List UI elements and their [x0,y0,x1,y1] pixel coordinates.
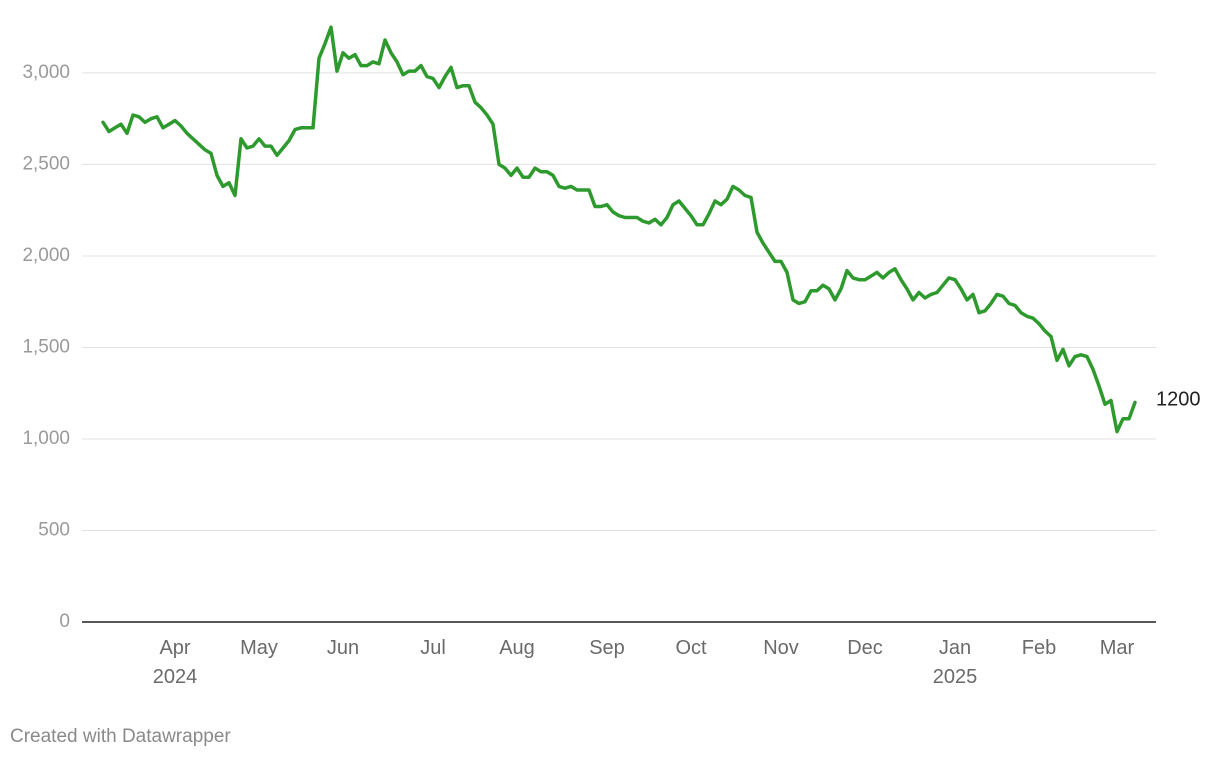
footer: Created with Datawrapper [10,726,231,747]
x-tick-label: Jun [327,637,359,659]
y-tick-label: 500 [38,520,70,541]
x-tick-label: May [240,637,278,659]
y-tick-label: 1,500 [22,336,70,357]
value-label: 1200 [1156,389,1201,411]
x-tick-label: Oct [675,637,707,659]
line [101,25,1137,434]
y-tick-label: 0 [59,611,70,632]
x-tick-label: Mar [1100,637,1135,659]
x-tick-label: Nov [763,637,799,659]
x-tick-label: Jan 2025 [933,637,978,688]
x-tick-label: Apr 2024 [153,637,198,688]
y-tick-label: 1,000 [22,428,70,449]
x-tick-label: Feb [1022,637,1056,659]
x-tick-label: Jul [420,637,446,659]
y-tick-label: 3,000 [22,62,70,83]
y-tick-label: 2,000 [22,245,70,266]
x-tick-label: Aug [499,637,535,659]
x-tick-label: Sep [589,637,625,659]
x-tick-label: Dec [847,637,883,659]
y-tick-label: 2,500 [22,153,70,174]
